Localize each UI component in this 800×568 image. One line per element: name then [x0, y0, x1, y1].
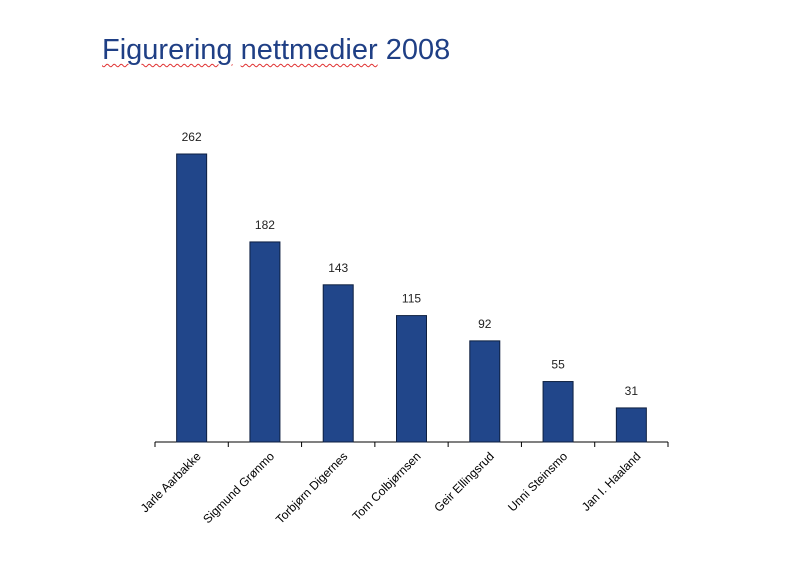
x-tick-label: Geir Ellingsrud: [431, 449, 497, 515]
x-tick-label: Tom Colbjørnsen: [350, 449, 424, 523]
data-label: 31: [625, 384, 639, 398]
bar: [615, 407, 647, 443]
data-label: 143: [328, 261, 348, 275]
x-tick-label: Jarle Aarbakke: [138, 449, 204, 515]
chart-title: Figurering nettmedier 2008: [102, 34, 450, 67]
bar: [249, 241, 281, 443]
data-label: 92: [478, 317, 492, 331]
bar: [396, 315, 427, 443]
data-label: 262: [182, 130, 202, 144]
data-label: 182: [255, 218, 275, 232]
x-tick-label: Torbjørn Digernes: [273, 449, 350, 526]
bar: [542, 381, 574, 443]
data-label: 115: [402, 292, 421, 306]
x-tick-label: Unni Steinsmo: [505, 449, 570, 514]
bar: [176, 153, 208, 443]
x-tick-label: Sigmund Grønmo: [200, 449, 277, 526]
title-word: nettmedier: [240, 34, 378, 66]
title-word: 2008: [385, 34, 451, 66]
bar: [322, 284, 354, 443]
bar: [469, 340, 501, 443]
x-tick-label: Jan I. Haaland: [579, 449, 644, 514]
data-label: 55: [551, 358, 565, 372]
title-word: Figurering: [102, 34, 233, 66]
